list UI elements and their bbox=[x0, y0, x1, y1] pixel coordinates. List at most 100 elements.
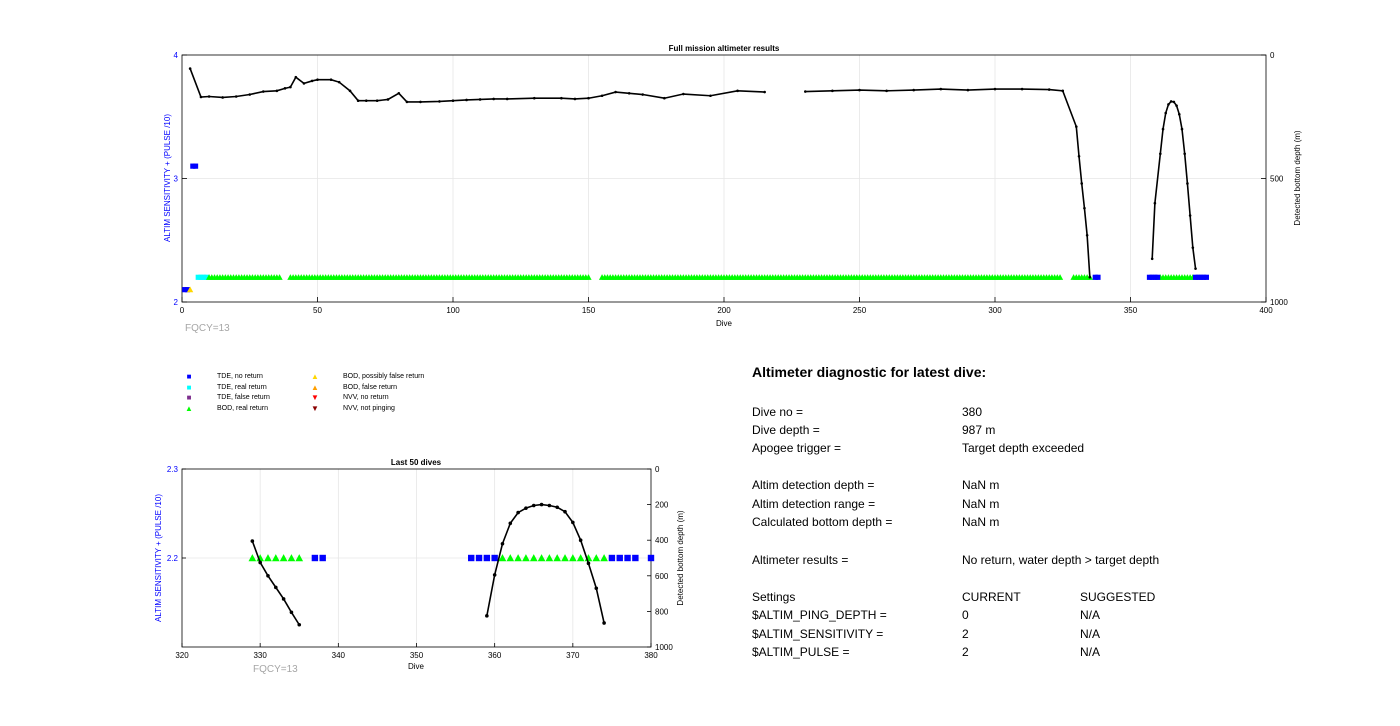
full-depth-point bbox=[275, 89, 279, 93]
last-depth-point bbox=[563, 509, 567, 514]
diagnostic-row: Calculated bottom depth = NaN m bbox=[752, 515, 1272, 533]
full-depth-point bbox=[804, 90, 807, 93]
diagnostic-row: Dive no = 380 bbox=[752, 405, 1272, 423]
full-depth-point bbox=[316, 78, 319, 81]
full-depth-series bbox=[188, 67, 1197, 279]
full-chart-title: Full mission altimeter results bbox=[669, 44, 780, 53]
full-depth-point bbox=[438, 100, 441, 103]
diagnostic-value: Target depth exceeded bbox=[962, 441, 1085, 455]
last-marker-tde-no-return bbox=[475, 554, 483, 562]
full-marker-bod-real-return bbox=[585, 274, 592, 280]
diagnostic-value: NaN m bbox=[962, 497, 1000, 511]
legend-label: NVV, no return bbox=[343, 394, 389, 401]
full-x-tick-label: 200 bbox=[717, 306, 731, 315]
full-depth-point bbox=[294, 75, 298, 79]
full-depth-point bbox=[337, 80, 341, 84]
last-y2-tick-label: 800 bbox=[655, 607, 669, 616]
full-marker-tde-no-return bbox=[1201, 274, 1207, 280]
last-marker-bod-real-return bbox=[545, 554, 554, 562]
last-marker-tde-no-return bbox=[491, 554, 498, 562]
last-marker-bod-real-return bbox=[553, 554, 562, 562]
diagnostic-value: 380 bbox=[962, 405, 983, 419]
full-y2-axis-label: Detected bottom depth (m) bbox=[1293, 130, 1302, 225]
full-depth-point bbox=[614, 90, 617, 94]
diagnostic-label: Settings bbox=[752, 590, 796, 604]
full-depth-point bbox=[587, 96, 590, 100]
last-marker-bod-real-return bbox=[522, 554, 530, 562]
full-depth-point bbox=[1175, 104, 1178, 107]
last-y-tick-label: 2.2 bbox=[167, 554, 179, 563]
full-marker-tde-no-return bbox=[1192, 274, 1199, 280]
full-depth-line bbox=[805, 88, 1091, 278]
diagnostic-row: Altimeter results = No return, water dept… bbox=[752, 553, 1272, 571]
last-marker-tde-no-return bbox=[468, 554, 475, 562]
last-depth-point bbox=[531, 503, 536, 508]
full-depth-point bbox=[1150, 257, 1154, 261]
diagnostic-row: $ALTIM_PING_DEPTH = 0 N/A bbox=[752, 608, 1272, 626]
full-depth-point bbox=[375, 99, 379, 102]
diagnostic-value: 2 bbox=[962, 645, 969, 659]
full-depth-point bbox=[663, 96, 666, 100]
diagnostic-suggested: N/A bbox=[1080, 608, 1101, 622]
last-marker-tde-no-return bbox=[311, 554, 319, 562]
diagnostic-label: Dive depth = bbox=[752, 423, 820, 437]
full-marker-tde-no-return bbox=[1152, 274, 1158, 280]
last-depth-point bbox=[571, 520, 575, 525]
last-marker-bod-real-return bbox=[568, 554, 577, 562]
last-x-tick-label: 320 bbox=[175, 651, 189, 660]
full-depth-point bbox=[386, 98, 390, 101]
last-y-axis-label: ALTIM SENSITIVITY + (PULSE /10) bbox=[154, 494, 163, 622]
full-depth-point bbox=[478, 98, 482, 101]
legend-label: BOD, real return bbox=[217, 404, 268, 412]
last-depth-point bbox=[516, 510, 520, 515]
full-depth-point bbox=[1020, 87, 1024, 91]
full-x-tick-label: 350 bbox=[1124, 306, 1138, 315]
last-depth-point bbox=[281, 597, 286, 601]
last-50-chart: Last 50 dives 320 330 340 350 360 370 380 2.22… bbox=[154, 458, 685, 675]
last-y2-ticks: 0 200 400 600 800 1000 bbox=[647, 465, 673, 652]
full-grid bbox=[182, 55, 1266, 302]
full-x-axis-label: Dive bbox=[716, 319, 733, 328]
last-marker-bod-real-return bbox=[576, 554, 585, 562]
full-depth-point bbox=[364, 99, 368, 102]
last-x-tick-label: 360 bbox=[488, 651, 502, 660]
full-marker-bod-real-return bbox=[276, 274, 283, 280]
full-depth-point bbox=[709, 94, 712, 98]
legend-label: TDE, real return bbox=[217, 383, 267, 391]
full-depth-point bbox=[1080, 182, 1084, 185]
full-x-tick-label: 100 bbox=[446, 306, 460, 315]
last-marker-bod-real-return bbox=[506, 554, 515, 562]
full-depth-point bbox=[1161, 127, 1165, 131]
last-marker-bod-real-return bbox=[271, 554, 280, 562]
last-x-tick-label: 380 bbox=[644, 651, 658, 660]
full-marker-tde-no-return bbox=[182, 287, 188, 293]
last-depth-point bbox=[508, 521, 513, 526]
diagnostic-value: CURRENT bbox=[962, 590, 1021, 604]
last-marker-bod-real-return bbox=[498, 554, 507, 562]
full-depth-point bbox=[1167, 103, 1170, 106]
diagnostic-label: Apogee trigger = bbox=[752, 441, 842, 455]
full-depth-point bbox=[1061, 89, 1065, 93]
full-depth-point bbox=[1159, 152, 1162, 156]
full-depth-point bbox=[329, 78, 333, 81]
full-x-tick-label: 50 bbox=[313, 306, 322, 315]
full-depth-point bbox=[560, 96, 563, 100]
last-x-tick-label: 330 bbox=[253, 651, 267, 660]
full-marker-tde-no-return bbox=[1198, 274, 1204, 280]
legend-marker-icon: ▼ bbox=[311, 403, 319, 413]
last-marker-tde-no-return bbox=[608, 554, 616, 562]
full-depth-point bbox=[831, 89, 834, 93]
full-depth-point bbox=[1172, 100, 1176, 104]
full-marker-tde-no-return bbox=[190, 163, 196, 169]
last-depth-point bbox=[266, 574, 270, 578]
full-depth-point bbox=[573, 97, 577, 101]
full-y2-tick-label: 1000 bbox=[1270, 298, 1288, 307]
full-y-tick-label: 4 bbox=[174, 51, 179, 60]
last-depth-point bbox=[500, 541, 505, 546]
last-depth-point bbox=[555, 505, 559, 510]
legend-marker-icon: ▲ bbox=[185, 403, 193, 413]
full-depth-point bbox=[505, 97, 509, 101]
diagnostic-label: Calculated bottom depth = bbox=[752, 515, 893, 529]
full-depth-point bbox=[356, 99, 360, 102]
